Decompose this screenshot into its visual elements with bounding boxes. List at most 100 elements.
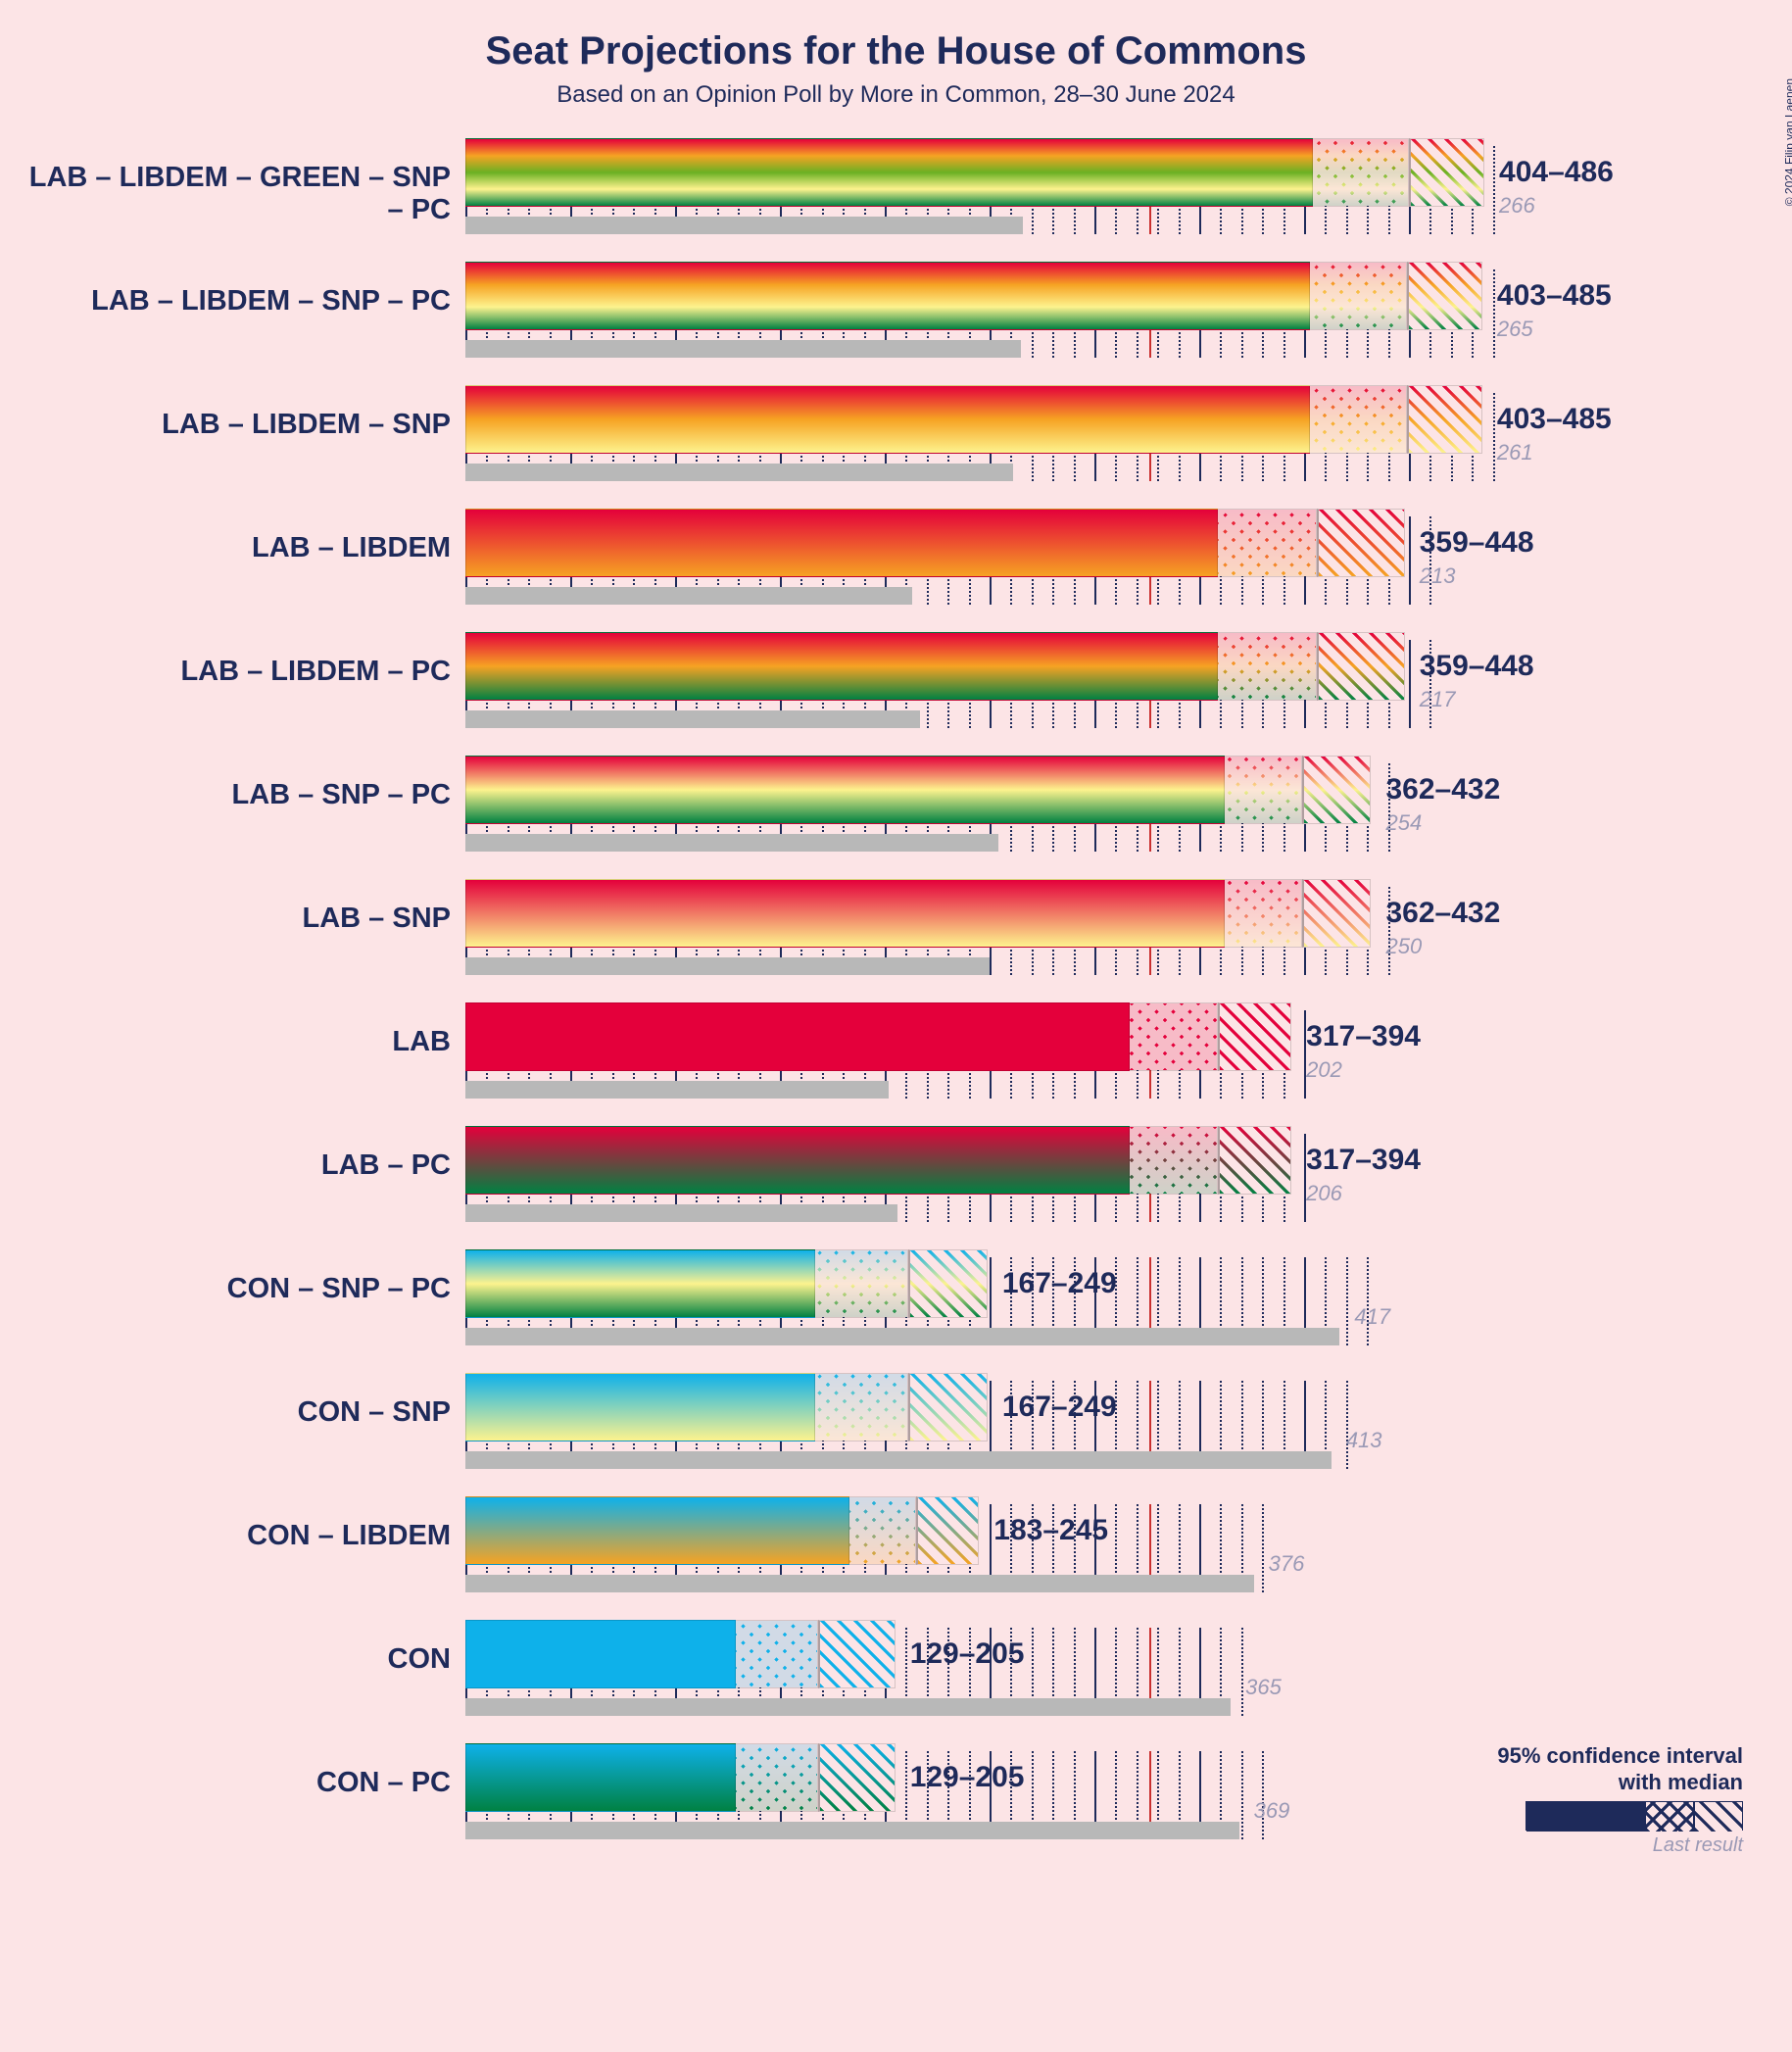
- legend-ci-label: 95% confidence interval with median: [1497, 1743, 1743, 1795]
- seat-projection-chart: Seat Projections for the House of Common…: [20, 29, 1772, 1867]
- ci-low-region: [1225, 879, 1302, 948]
- coalition-label: LAB – SNP – PC: [20, 779, 451, 811]
- coalition-label: LAB – LIBDEM – GREEN – SNP – PC: [20, 162, 451, 226]
- ci-low-region: [815, 1249, 907, 1318]
- coalition-label: LAB – PC: [20, 1149, 451, 1182]
- coalition-row: LAB – PC317–394206: [465, 1126, 1772, 1249]
- ci-high-region: [1302, 756, 1372, 824]
- chart-title: Seat Projections for the House of Common…: [20, 29, 1772, 73]
- coalition-label: CON – PC: [20, 1767, 451, 1799]
- projection-bar: [465, 632, 1218, 701]
- ci-high-region: [1407, 262, 1482, 330]
- ci-low-region: [1130, 1126, 1218, 1195]
- last-result-bar: [465, 710, 920, 728]
- coalition-row: LAB – LIBDEM359–448213: [465, 509, 1772, 632]
- projection-bar: [465, 1620, 736, 1688]
- range-label: 362–432: [1385, 897, 1500, 930]
- ci-low-region: [1130, 1002, 1218, 1071]
- coalition-row: CON129–205365: [465, 1620, 1772, 1743]
- coalition-label: LAB – LIBDEM – PC: [20, 656, 451, 688]
- last-result-label: 376: [1269, 1551, 1305, 1577]
- last-result-bar: [465, 340, 1021, 358]
- coalition-row: LAB – LIBDEM – GREEN – SNP – PC404–48626…: [465, 138, 1772, 262]
- projection-bar: [465, 1373, 815, 1441]
- last-result-bar: [465, 834, 998, 852]
- coalition-label: CON: [20, 1643, 451, 1676]
- last-result-label: 217: [1420, 687, 1456, 712]
- projection-bar: [465, 1126, 1130, 1195]
- range-label: 359–448: [1420, 650, 1534, 683]
- last-result-bar: [465, 1451, 1332, 1469]
- ci-high-region: [1302, 879, 1372, 948]
- last-result-label: 213: [1420, 563, 1456, 589]
- coalition-row: LAB – LIBDEM – SNP403–485261: [465, 385, 1772, 509]
- last-result-label: 202: [1306, 1057, 1342, 1083]
- range-label: 317–394: [1306, 1144, 1421, 1177]
- coalition-label: CON – SNP: [20, 1396, 451, 1429]
- projection-bar: [465, 385, 1310, 454]
- ci-high-region: [908, 1373, 988, 1441]
- last-result-bar: [465, 1822, 1239, 1839]
- ci-low-region: [1313, 138, 1409, 207]
- range-label: 167–249: [1002, 1391, 1117, 1424]
- coalition-row: LAB – SNP – PC362–432254: [465, 756, 1772, 879]
- last-result-bar: [465, 464, 1013, 481]
- range-label: 317–394: [1306, 1020, 1421, 1053]
- coalition-row: LAB317–394202: [465, 1002, 1772, 1126]
- projection-bar: [465, 1249, 815, 1318]
- ci-high-region: [1317, 509, 1405, 577]
- coalition-label: LAB – LIBDEM – SNP: [20, 409, 451, 441]
- coalition-label: LAB – LIBDEM – SNP – PC: [20, 285, 451, 318]
- projection-bar: [465, 756, 1225, 824]
- ci-low-region: [1310, 385, 1406, 454]
- copyright-text: © 2024 Filip van Laenen: [1782, 78, 1792, 206]
- last-result-label: 365: [1245, 1675, 1282, 1700]
- last-result-bar: [465, 1698, 1231, 1716]
- last-result-label: 417: [1354, 1304, 1390, 1330]
- last-result-bar: [465, 1204, 897, 1222]
- range-label: 129–205: [910, 1761, 1025, 1794]
- coalition-label: LAB – LIBDEM: [20, 532, 451, 564]
- range-label: 129–205: [910, 1637, 1025, 1671]
- coalition-row: CON – SNP – PC167–249417: [465, 1249, 1772, 1373]
- legend-last-label: Last result: [1497, 1834, 1743, 1857]
- ci-high-region: [908, 1249, 988, 1318]
- last-result-label: 369: [1254, 1798, 1290, 1824]
- ci-high-region: [1218, 1002, 1291, 1071]
- coalition-label: LAB: [20, 1026, 451, 1058]
- coalition-row: CON – LIBDEM183–245376: [465, 1496, 1772, 1620]
- last-result-label: 254: [1385, 810, 1422, 836]
- last-result-bar: [465, 1328, 1339, 1345]
- range-label: 359–448: [1420, 526, 1534, 560]
- range-label: 362–432: [1385, 773, 1500, 806]
- coalition-label: CON – SNP – PC: [20, 1273, 451, 1305]
- ci-low-region: [1225, 756, 1302, 824]
- ci-high-region: [1218, 1126, 1291, 1195]
- ci-low-region: [736, 1743, 817, 1812]
- last-result-bar: [465, 587, 912, 605]
- coalition-row: CON – SNP167–249413: [465, 1373, 1772, 1496]
- last-result-label: 265: [1497, 317, 1533, 342]
- coalition-row: LAB – SNP362–432250: [465, 879, 1772, 1002]
- ci-low-region: [1218, 509, 1317, 577]
- ci-low-region: [1218, 632, 1317, 701]
- ci-low-region: [815, 1373, 907, 1441]
- last-result-label: 261: [1497, 440, 1533, 465]
- projection-bar: [465, 1002, 1130, 1071]
- legend-ci-bar: [1497, 1801, 1743, 1831]
- last-result-label: 250: [1385, 934, 1422, 959]
- range-label: 403–485: [1497, 279, 1612, 313]
- ci-high-region: [1317, 632, 1405, 701]
- ci-low-region: [849, 1496, 916, 1565]
- projection-bar: [465, 138, 1313, 207]
- range-label: 183–245: [993, 1514, 1108, 1547]
- ci-low-region: [1310, 262, 1406, 330]
- projection-bar: [465, 262, 1310, 330]
- chart-rows: LAB – LIBDEM – GREEN – SNP – PC404–48626…: [20, 138, 1772, 1867]
- coalition-label: LAB – SNP: [20, 903, 451, 935]
- coalition-row: LAB – LIBDEM – PC359–448217: [465, 632, 1772, 756]
- ci-low-region: [736, 1620, 817, 1688]
- last-result-label: 266: [1499, 193, 1535, 219]
- ci-high-region: [1407, 385, 1482, 454]
- last-result-bar: [465, 1081, 889, 1099]
